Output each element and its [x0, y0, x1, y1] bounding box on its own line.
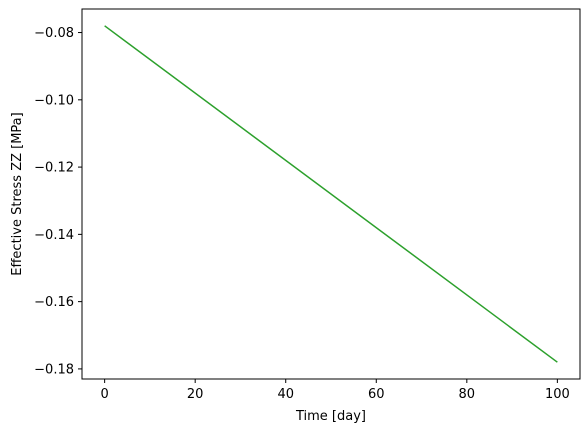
x-axis-label: Time [day]: [295, 409, 366, 424]
x-tick-label: 0: [100, 387, 108, 402]
x-tick-label: 100: [545, 387, 570, 402]
plot-frame: [81, 8, 581, 380]
series-line-0: [104, 25, 558, 363]
x-tick-label: 40: [277, 387, 294, 402]
y-tick-label: −0.18: [34, 362, 74, 377]
x-axis-ticks: 0 20 40 60 80 100: [100, 379, 570, 402]
y-tick-label: −0.12: [34, 161, 74, 176]
series-layer: [104, 25, 558, 363]
y-tick-label: −0.10: [34, 93, 74, 108]
x-tick-label: 20: [187, 387, 204, 402]
y-axis-ticks: −0.08 −0.10 −0.12 −0.14 −0.16 −0.18: [34, 26, 82, 377]
y-axis-label: Effective Stress ZZ [MPa]: [10, 112, 25, 275]
y-tick-label: −0.16: [34, 295, 74, 310]
x-tick-label: 80: [459, 387, 476, 402]
y-tick-label: −0.08: [34, 26, 74, 41]
y-tick-label: −0.14: [34, 228, 74, 243]
x-tick-label: 60: [368, 387, 385, 402]
